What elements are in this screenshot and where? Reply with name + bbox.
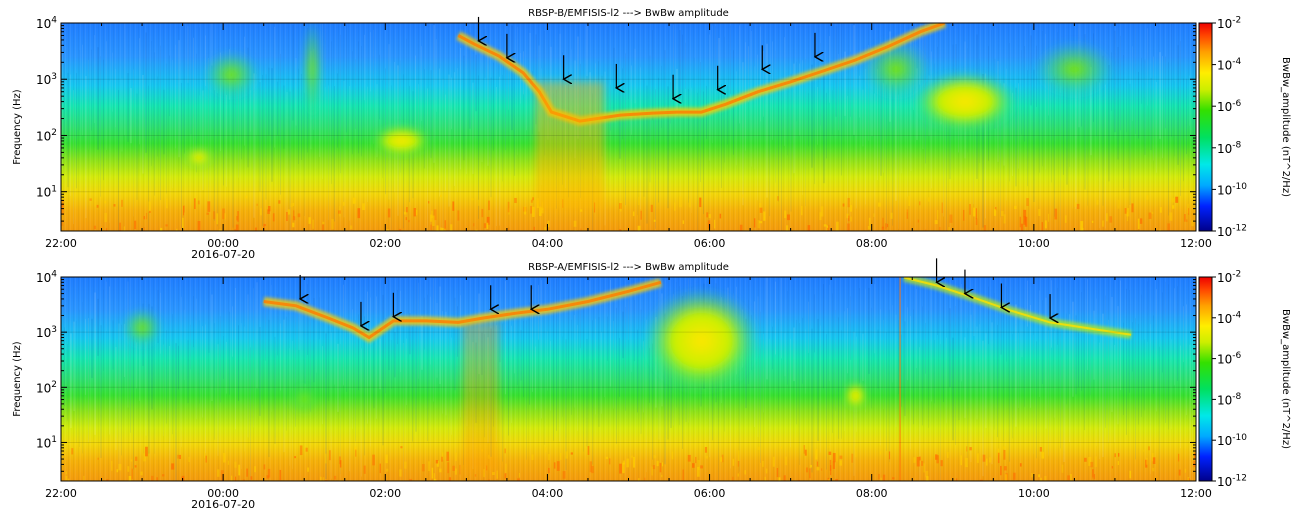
hiss-blob [290,385,319,414]
colorbar-tick-label: 10-10 [1217,433,1247,448]
colorbar-tick-label: 10-2 [1217,16,1241,31]
colorbar-tick-label: 10-10 [1217,182,1247,197]
chorus-band-core [457,23,946,123]
y-tick-label: 103 [36,72,57,87]
low-frequency-noise [61,194,1194,231]
panel-title: RBSP-B/EMFISIS-l2 ---> BwBw amplitude [528,8,729,19]
y-axis-label: Frequency (Hz) [12,341,23,417]
y-tick-label: 101 [36,435,57,450]
emission-features [184,23,1115,209]
x-tick-label: 22:00 [45,487,77,500]
colorbar-tick-label: 10-8 [1217,140,1242,155]
date-label: 2016-07-20 [191,498,255,511]
hiss-blob [643,288,760,393]
x-tick-label: 06:00 [694,487,726,500]
panel-rbsp-b: RBSP-B/EMFISIS-l2 ---> BwBw amplitude 101… [12,8,1291,261]
hiss-blob [203,50,260,99]
annotation-arrows [300,258,1050,326]
colorbar-tick-label: 10-12 [1217,474,1247,489]
x-tick-label: 04:00 [532,487,564,500]
x-tick-label: 10:00 [1018,487,1050,500]
x-tick-label: 04:00 [532,237,564,250]
hiss-blob [184,147,213,168]
hiss-blob [1034,41,1115,98]
y-tick-label: 102 [36,128,57,143]
x-tick-label: 10:00 [1018,237,1050,250]
x-tick-label: 02:00 [369,237,401,250]
y-tick-label: 104 [36,270,57,285]
low-frequency-noise [65,445,1196,481]
hiss-blob [371,124,432,157]
x-tick-label: 00:00 [207,487,239,500]
x-tick-label: 00:00 [207,237,239,250]
broadband-burst [462,322,499,472]
colorbar [1198,276,1213,482]
colorbar-tick-label: 10-4 [1217,57,1242,72]
colorbar-tick-label: 10-6 [1217,99,1242,114]
x-tick-label: 12:00 [1180,237,1212,250]
x-tick-label: 12:00 [1180,487,1212,500]
x-tick-label: 06:00 [694,237,726,250]
date-label: 2016-07-20 [191,248,255,261]
hiss-blob [302,23,323,120]
hiss-blob [843,381,868,410]
y-tick-label: 102 [36,380,57,395]
spectrogram-plot [61,23,1196,231]
colorbar [1198,22,1213,232]
colorbar-tick-label: 10-4 [1217,310,1242,325]
panel-rbsp-a: RBSP-A/EMFISIS-l2 ---> BwBw amplitude 101… [12,258,1291,511]
y-axis-label: Frequency (Hz) [12,89,23,165]
colorbar-label: BwBw_amplitude (nT^2/Hz) [1280,309,1291,449]
hiss-blob [122,307,163,348]
colorbar-tick-label: 10-8 [1217,392,1242,407]
x-tick-label: 08:00 [856,487,888,500]
colorbar-label: BwBw_amplitude (nT^2/Hz) [1280,57,1291,197]
x-tick-label: 22:00 [45,237,77,250]
colorbar-tick-label: 10-12 [1217,224,1247,239]
y-tick-label: 103 [36,325,57,340]
colorbar-tick-label: 10-2 [1217,270,1241,285]
broadband-burst [535,81,605,209]
annotation-arrows [479,16,815,99]
x-tick-label: 08:00 [856,237,888,250]
spectrogram-plot [61,277,1196,481]
panel-title: RBSP-A/EMFISIS-l2 ---> BwBw amplitude [528,262,729,273]
hiss-blob [912,71,1017,132]
chorus-band-core [263,280,662,340]
x-tick-label: 02:00 [369,487,401,500]
colorbar-tick-label: 10-6 [1217,351,1242,366]
y-tick-label: 101 [36,184,57,199]
y-tick-label: 104 [36,16,57,31]
